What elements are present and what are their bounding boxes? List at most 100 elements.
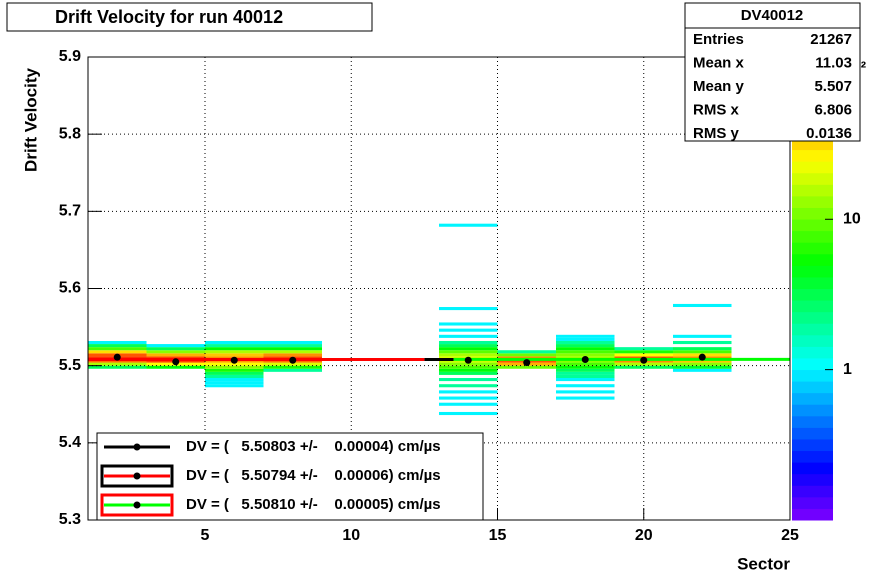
palette-band xyxy=(792,496,833,509)
bin-cell xyxy=(556,347,615,351)
bin-cell xyxy=(439,384,498,388)
legend-label: DV = ( 5.50810 +/- 0.00005) cm/µs xyxy=(186,496,441,513)
stats-value: 5.507 xyxy=(814,78,852,95)
bin-cell xyxy=(205,344,264,348)
title-box xyxy=(6,2,373,32)
bin-cell xyxy=(205,378,264,382)
bin-cell xyxy=(263,362,322,366)
bin-cell xyxy=(263,350,322,354)
bin-cell xyxy=(205,353,264,357)
y-axis-label: Drift Velocity xyxy=(21,67,40,171)
y-tick-label: 5.5 xyxy=(59,357,81,374)
bin-cell xyxy=(556,368,615,372)
palette-band xyxy=(792,381,833,394)
bin-cell xyxy=(439,390,498,394)
bin-cell xyxy=(146,347,205,351)
bin-cell xyxy=(497,350,556,354)
stats-label: Mean y xyxy=(693,78,745,95)
profile-point xyxy=(464,356,472,364)
bin-cell xyxy=(673,347,732,351)
palette-band xyxy=(792,253,833,266)
palette-band xyxy=(792,450,833,463)
y-tick-label: 5.3 xyxy=(59,511,81,528)
palette-band xyxy=(792,230,833,243)
bin-cell xyxy=(88,350,147,354)
bin-cell xyxy=(439,322,498,326)
legend-key-marker xyxy=(133,472,141,480)
bin-cell xyxy=(614,347,673,351)
y-tick-label: 5.6 xyxy=(59,280,81,297)
bin-cell xyxy=(614,353,673,357)
bin-cell xyxy=(88,365,147,369)
bin-cell xyxy=(614,362,673,366)
stats-label: RMS x xyxy=(693,101,740,118)
bin-cell xyxy=(556,362,615,366)
legend-key-box xyxy=(100,464,174,488)
bin-cell xyxy=(673,334,732,338)
bin-cell xyxy=(439,368,498,372)
legend-key-box xyxy=(100,493,174,517)
bin-cell xyxy=(497,365,556,369)
bin-cell xyxy=(673,362,732,366)
palette-band xyxy=(792,415,833,428)
bin-cell xyxy=(205,371,264,375)
stats-value: 21267 xyxy=(810,31,852,48)
bin-cell xyxy=(263,353,322,357)
bin-cell xyxy=(556,371,615,375)
bin-cell xyxy=(263,344,322,348)
bin-cell xyxy=(263,368,322,372)
bin-cell xyxy=(614,350,673,354)
bin-cell xyxy=(556,353,615,357)
palette-band xyxy=(792,172,833,185)
bin-cell xyxy=(439,362,498,366)
palette-band xyxy=(792,357,833,371)
bin-cell xyxy=(205,365,264,369)
bin-cell xyxy=(439,307,498,311)
bin-cell xyxy=(556,390,615,394)
bin-cell xyxy=(146,356,205,360)
profile-point xyxy=(230,356,238,364)
palette-band xyxy=(792,195,833,208)
palette-band xyxy=(792,161,833,174)
bin-cell xyxy=(205,347,264,351)
bin-cell xyxy=(673,340,732,345)
bin-cell xyxy=(556,350,615,354)
legend-key-marker xyxy=(133,501,141,509)
legend-label: DV = ( 5.50803 +/- 0.00004) cm/µs xyxy=(186,438,441,455)
bin-cell xyxy=(556,344,615,348)
chart-title: Drift Velocity for run 40012 xyxy=(55,7,283,27)
bin-cell xyxy=(146,353,205,357)
palette-band xyxy=(792,462,833,475)
bin-cell xyxy=(205,350,264,354)
y-tick-label: 5.9 xyxy=(59,48,81,65)
x-tick-label: 15 xyxy=(489,527,507,544)
stats-label: RMS y xyxy=(693,125,740,142)
bin-cell xyxy=(439,223,498,227)
palette-band xyxy=(792,346,833,359)
bin-cell xyxy=(673,365,732,369)
palette-band xyxy=(792,265,833,278)
profile-point xyxy=(172,358,180,366)
bin-cell xyxy=(439,411,498,416)
palette-band xyxy=(792,392,833,405)
bin-cell xyxy=(205,362,264,366)
palette-band xyxy=(792,369,833,382)
profile-point xyxy=(581,355,589,363)
palette-band xyxy=(792,438,833,452)
bin-cell xyxy=(146,365,205,369)
bin-cell xyxy=(556,365,615,369)
bin-cell xyxy=(88,347,147,351)
palette-band xyxy=(792,334,833,347)
profile-point xyxy=(289,356,297,364)
bin-cell xyxy=(673,350,732,354)
stats-value: 11.03 xyxy=(815,54,852,71)
bin-cell xyxy=(439,328,498,332)
palette-band xyxy=(792,288,833,301)
x-tick-label: 5 xyxy=(201,527,210,544)
bin-cell xyxy=(205,384,264,388)
x-tick-label: 10 xyxy=(342,527,360,544)
bin-cell xyxy=(263,365,322,369)
bin-cell xyxy=(673,368,732,372)
stats-value: 6.806 xyxy=(814,101,852,118)
